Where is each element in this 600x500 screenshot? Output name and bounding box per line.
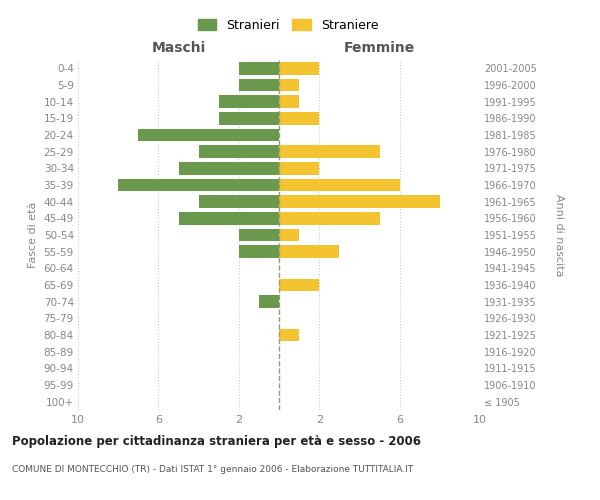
Legend: Stranieri, Straniere: Stranieri, Straniere [193,14,383,37]
Bar [279,112,319,124]
Bar [279,229,299,241]
Bar [279,196,440,208]
Y-axis label: Anni di nascita: Anni di nascita [554,194,564,276]
Bar [279,62,319,74]
Bar [279,96,299,108]
Bar [279,179,400,192]
Bar [279,146,380,158]
Bar [138,129,279,141]
Bar [179,162,279,174]
Text: Maschi: Maschi [151,41,206,55]
Bar [199,146,279,158]
Bar [218,112,279,124]
Y-axis label: Fasce di età: Fasce di età [28,202,38,268]
Bar [199,196,279,208]
Bar [279,279,319,291]
Bar [279,79,299,92]
Bar [118,179,279,192]
Bar [179,212,279,224]
Bar [279,329,299,341]
Bar [279,246,340,258]
Bar [279,162,319,174]
Text: Popolazione per cittadinanza straniera per età e sesso - 2006: Popolazione per cittadinanza straniera p… [12,435,421,448]
Bar [239,79,279,92]
Bar [239,246,279,258]
Bar [239,62,279,74]
Bar [259,296,279,308]
Bar [218,96,279,108]
Text: COMUNE DI MONTECCHIO (TR) - Dati ISTAT 1° gennaio 2006 - Elaborazione TUTTITALIA: COMUNE DI MONTECCHIO (TR) - Dati ISTAT 1… [12,465,413,474]
Text: Femmine: Femmine [344,41,415,55]
Bar [279,212,380,224]
Bar [239,229,279,241]
